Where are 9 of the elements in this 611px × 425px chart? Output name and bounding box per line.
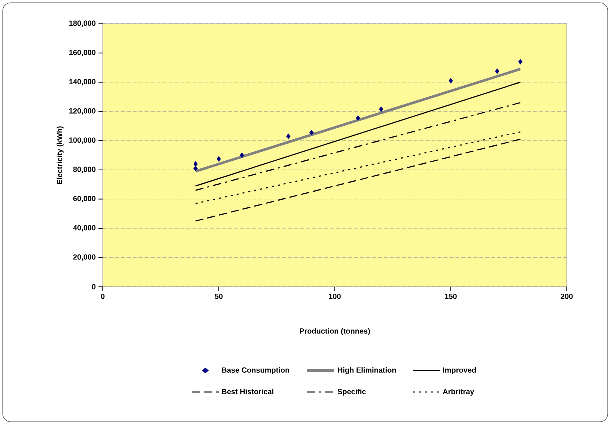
point	[216, 156, 222, 162]
point	[286, 134, 291, 140]
point	[518, 59, 523, 65]
point	[448, 78, 454, 84]
point	[240, 152, 244, 158]
point	[379, 106, 384, 112]
point	[495, 68, 500, 74]
point	[194, 166, 198, 172]
point	[310, 130, 314, 136]
